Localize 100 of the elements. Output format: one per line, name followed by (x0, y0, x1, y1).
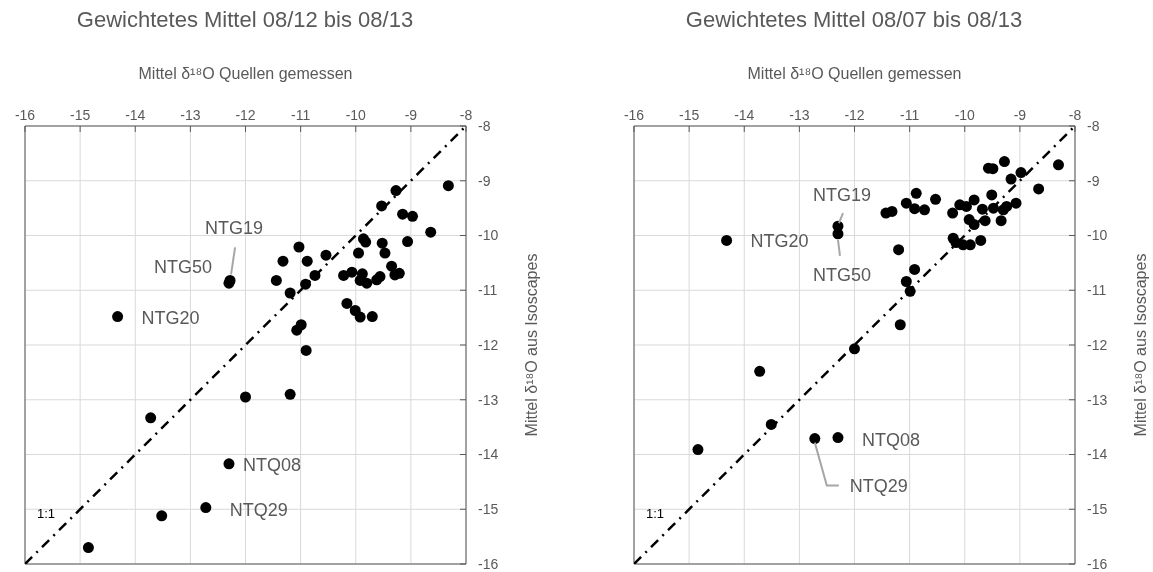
annotation: 1:1 (36, 505, 56, 521)
point (930, 193, 942, 205)
point (1001, 200, 1013, 212)
point (995, 215, 1007, 227)
point (947, 207, 959, 219)
point (366, 311, 378, 323)
point (200, 502, 212, 514)
point (754, 365, 766, 377)
point (919, 204, 931, 216)
y-tick-label: -12 (1087, 336, 1108, 353)
point (379, 247, 391, 259)
y-tick-label: -13 (1087, 391, 1108, 408)
point (301, 255, 313, 267)
annotation: NTQ08 (861, 429, 920, 450)
point (692, 444, 704, 456)
point (284, 287, 296, 299)
y-tick-label: -11 (1087, 282, 1107, 299)
x-tick-label: -16 (14, 107, 36, 123)
point (293, 241, 305, 253)
point (277, 255, 289, 267)
x-tick-label: -14 (125, 107, 146, 123)
annotation: 1:1 (645, 505, 665, 521)
point (442, 180, 454, 192)
x-tick-label: -12 (235, 107, 256, 123)
x-tick-label: -15 (679, 107, 700, 123)
point (354, 311, 366, 323)
point (849, 343, 860, 355)
x-tick-label: -13 (789, 107, 810, 123)
point (998, 156, 1010, 168)
point (832, 432, 844, 444)
y-tick-label: -9 (1087, 172, 1100, 189)
x-tick-label: -12 (844, 107, 865, 123)
point (968, 194, 980, 206)
point (1033, 183, 1045, 195)
x-tick-label: -15 (70, 107, 91, 123)
point (975, 234, 987, 246)
point (894, 319, 906, 331)
x-tick-label: -8 (459, 107, 473, 123)
point (900, 275, 912, 287)
x-tick-label: -9 (404, 107, 418, 123)
chart-title: Gewichtetes Mittel 08/12 bis 08/13 (75, 6, 415, 34)
point (320, 249, 332, 261)
annotation: NTQ29 (849, 475, 908, 496)
point (721, 234, 733, 246)
point (390, 185, 402, 197)
point (346, 266, 358, 278)
point (407, 210, 419, 222)
y-tick-label: -16 (1087, 555, 1108, 572)
x-tick-label: -10 (954, 107, 976, 123)
x-tick-label: -11 (291, 107, 311, 123)
point (1052, 159, 1064, 171)
point (397, 208, 409, 220)
annotation: NTG20 (750, 231, 809, 252)
annotation: NTG19 (205, 218, 264, 239)
y-tick-label: -10 (478, 227, 499, 244)
y-axis-title: Mittel δ¹⁸O aus Isoscapes (522, 253, 540, 437)
point (361, 277, 373, 289)
point (1005, 173, 1017, 185)
point (893, 244, 905, 256)
y-tick-label: -14 (478, 446, 499, 463)
y-axis-title: Mittel δ¹⁸O aus Isoscapes (1131, 253, 1149, 437)
point (900, 197, 912, 209)
x-tick-label: -11 (900, 107, 920, 123)
point (82, 542, 94, 554)
y-tick-label: -13 (478, 391, 499, 408)
point (909, 263, 921, 275)
x-tick-label: -8 (1068, 107, 1082, 123)
y-tick-label: -11 (478, 282, 498, 299)
point (145, 412, 157, 424)
y-tick-label: -14 (1087, 446, 1108, 463)
y-tick-label: -16 (478, 555, 499, 572)
point (353, 247, 365, 259)
annotation: NTQ29 (229, 499, 288, 520)
point (156, 510, 168, 522)
annotation: NTG20 (141, 307, 200, 328)
x-tick-label: -14 (734, 107, 755, 123)
point (910, 187, 922, 199)
point (240, 391, 251, 403)
point (976, 203, 988, 215)
x-tick-label: -10 (345, 107, 367, 123)
y-tick-label: -10 (1087, 227, 1108, 244)
point (425, 226, 437, 238)
point (291, 324, 303, 336)
y-tick-label: -15 (1087, 501, 1108, 518)
point (402, 236, 414, 248)
point (1010, 197, 1022, 209)
x-axis-title: Mittel δ¹⁸O Quellen gemessen (747, 65, 962, 83)
x-axis-title: Mittel δ¹⁸O Quellen gemessen (138, 65, 353, 83)
y-tick-label: -15 (478, 501, 499, 518)
y-tick-label: -9 (478, 172, 491, 189)
point (112, 311, 124, 323)
point (386, 260, 398, 272)
point (223, 458, 235, 470)
point (300, 344, 312, 356)
annotation: NTG19 (812, 185, 871, 206)
chart-title: Gewichtetes Mittel 08/07 bis 08/13 (684, 6, 1024, 34)
point (338, 269, 350, 281)
point (341, 297, 353, 309)
point (270, 274, 282, 286)
point (376, 237, 388, 249)
